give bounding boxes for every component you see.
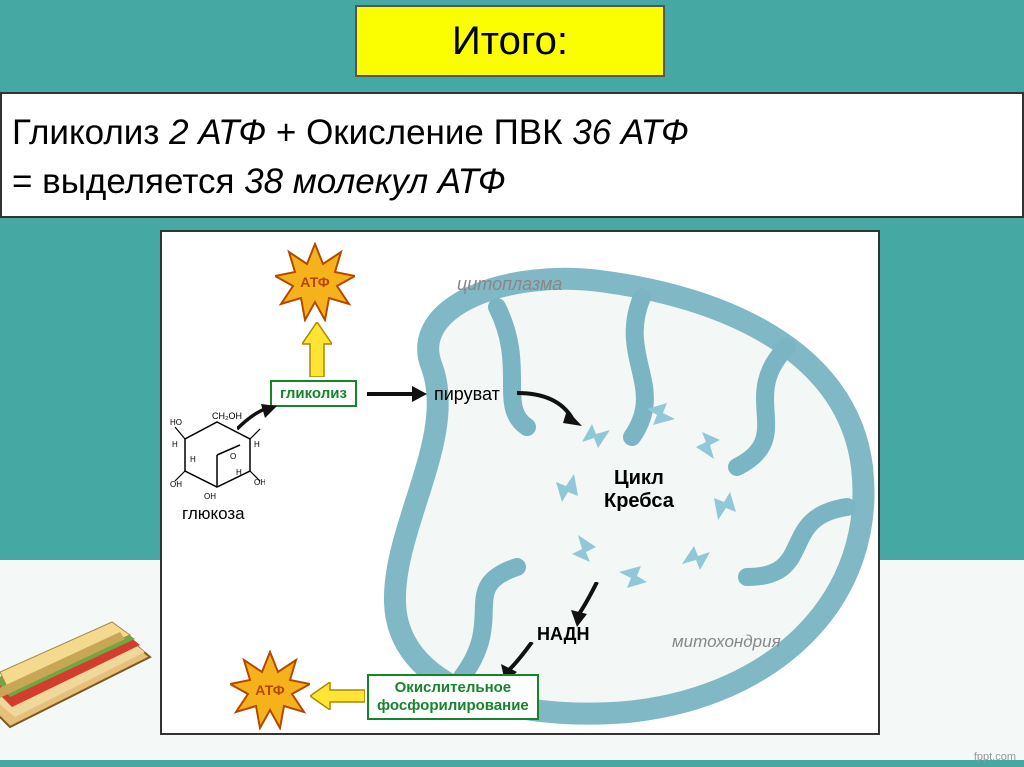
atp-label: АТФ: [300, 274, 329, 290]
equation-line-1: Гликолиз 2 АТФ + Окисление ПВК 36 АТФ: [12, 108, 1012, 157]
equation-line-2: = выделяется 38 молекул АТФ: [12, 157, 1012, 206]
krebs-label-1: Цикл: [614, 467, 664, 490]
watermark: fppt.com: [974, 751, 1016, 763]
svg-text:H: H: [172, 440, 178, 449]
eq-italic: 36 АТФ: [572, 113, 689, 152]
title-text: Итого:: [452, 19, 568, 64]
svg-text:H: H: [190, 455, 196, 464]
cytoplasm-label: цитоплазма: [457, 274, 562, 295]
atp-label: АТФ: [255, 682, 284, 698]
svg-text:H: H: [254, 440, 260, 449]
svg-text:OH: OH: [170, 480, 182, 489]
oxphos-box: Окислительное фосфорилирование: [367, 674, 539, 720]
arrow-glycolysis-atp: [302, 322, 332, 377]
oxphos-line2: фосфорилирование: [377, 697, 529, 715]
nadh-label: НАДН: [537, 624, 590, 645]
krebs-label-2: Кребса: [604, 490, 674, 513]
diagram-panel: цитоплазма АТФ гликолиз пируват: [160, 230, 880, 735]
eq-text: + Окисление ПВК: [266, 113, 572, 152]
svg-text:H: H: [236, 468, 242, 477]
atp-star-top: АТФ: [275, 242, 355, 322]
svg-text:OH: OH: [204, 492, 216, 501]
glycolysis-box: гликолиз: [270, 380, 357, 407]
equation-box: Гликолиз 2 АТФ + Окисление ПВК 36 АТФ = …: [0, 92, 1024, 218]
sandwich-icon: [0, 597, 170, 747]
svg-text:OH: OH: [254, 478, 265, 487]
svg-text:O: O: [230, 452, 236, 461]
arrow-cycle-nadh: [567, 582, 607, 627]
atp-star-bottom: АТФ: [230, 650, 310, 730]
svg-text:HO: HO: [170, 418, 182, 427]
slide-title: Итого:: [355, 5, 665, 77]
arrow-glycolysis-pyruvate: [367, 384, 427, 404]
eq-text: = выделяется: [12, 162, 244, 201]
mitochondria-label: митохондрия: [672, 632, 781, 652]
glucose-label: глюкоза: [182, 504, 245, 524]
eq-italic: 2 АТФ: [169, 113, 266, 152]
oxphos-line1: Окислительное: [377, 679, 529, 697]
eq-italic: 38 молекул АТФ: [244, 162, 506, 201]
eq-text: Гликолиз: [12, 113, 169, 152]
pyruvate-label: пируват: [434, 384, 500, 405]
arrow-glucose-glycolysis: [237, 404, 277, 434]
arrow-oxphos-atp: [310, 682, 365, 710]
